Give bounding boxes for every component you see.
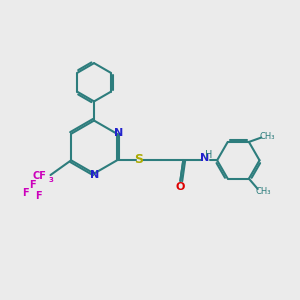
- Text: S: S: [135, 153, 144, 166]
- Text: CH₃: CH₃: [260, 132, 275, 141]
- Text: 3: 3: [48, 177, 53, 183]
- Text: N: N: [200, 153, 209, 163]
- Text: O: O: [175, 182, 184, 192]
- Text: F: F: [35, 190, 42, 201]
- Text: CF: CF: [32, 171, 46, 181]
- Text: CH₃: CH₃: [255, 188, 271, 196]
- Text: F: F: [22, 188, 29, 198]
- Text: F: F: [29, 180, 36, 190]
- Text: N: N: [90, 170, 100, 180]
- Text: H: H: [205, 150, 212, 160]
- Text: N: N: [114, 128, 124, 138]
